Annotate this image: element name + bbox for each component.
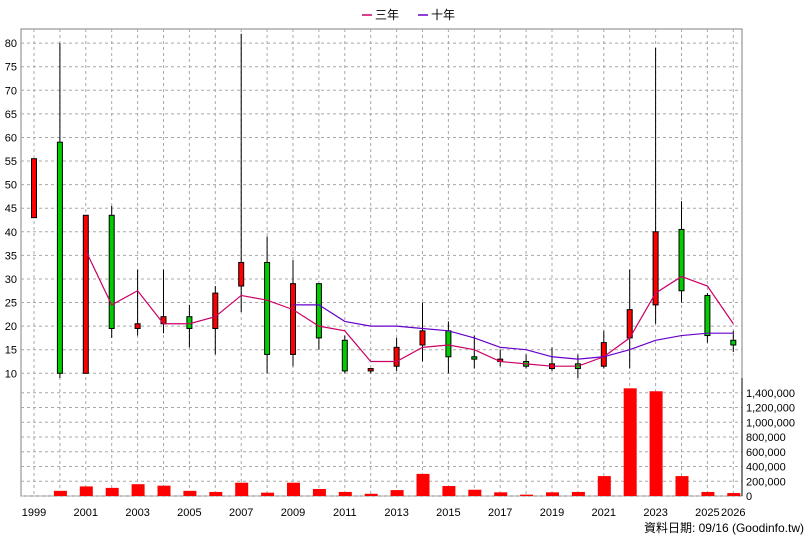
candle-body: [730, 339, 737, 346]
volume-bar: [338, 491, 352, 496]
candle-body: [315, 283, 322, 339]
legend-label: 十年: [431, 8, 455, 22]
volume-bar: [131, 484, 145, 496]
x-tick-label: 2009: [281, 507, 305, 519]
x-tick-label: 2011: [333, 507, 357, 519]
chart-canvas: 1015202530354045505560657075800200,00040…: [5, 8, 795, 519]
volume-bar: [571, 491, 585, 496]
candle-body: [445, 330, 452, 358]
candle-body: [393, 346, 400, 367]
x-tick-label: 2019: [540, 507, 564, 519]
x-tick-label: 2017: [488, 507, 512, 519]
volume-bar: [494, 492, 508, 496]
x-tick-label: 2007: [229, 507, 253, 519]
volume-bar: [597, 476, 611, 496]
candle-body: [186, 316, 193, 329]
price-tick-label: 65: [5, 109, 17, 121]
candle-body: [419, 330, 426, 346]
price-tick-label: 75: [5, 62, 17, 74]
x-tick-label: 2005: [177, 507, 201, 519]
candle-body: [56, 141, 63, 374]
volume-bar: [623, 388, 637, 496]
volume-bar: [261, 492, 275, 496]
legend-label: 三年: [375, 8, 399, 22]
volume-bar: [287, 482, 300, 496]
volume-bar: [416, 473, 430, 496]
volume-bar: [183, 490, 197, 496]
volume-bar: [390, 490, 404, 496]
candle-body: [238, 261, 245, 287]
volume-bar: [235, 482, 249, 496]
candle-body: [134, 323, 141, 329]
x-tick-label: 2003: [125, 507, 149, 519]
volume-bar: [364, 493, 378, 496]
candle-body: [212, 292, 219, 329]
x-tick-label: 2026: [721, 507, 745, 519]
volume-bar: [312, 488, 326, 496]
candle-body: [31, 158, 37, 219]
candle-body: [108, 214, 115, 329]
volume-bar: [79, 486, 93, 496]
volume-bar: [701, 491, 715, 496]
volume-tick-label: 1,200,000: [746, 403, 795, 415]
volume-bar: [675, 476, 689, 496]
price-tick-label: 20: [5, 321, 17, 333]
candle-body: [160, 316, 167, 325]
volume-bar: [727, 493, 741, 496]
candle-body: [600, 342, 607, 367]
chart-footnote: 資料日期: 09/16 (Goodinfo.tw): [643, 521, 804, 535]
candle-body: [367, 368, 374, 372]
plot-frame: [20, 28, 743, 497]
candle-body: [471, 356, 478, 360]
x-tick-label: 2001: [74, 507, 98, 519]
volume-bar: [53, 490, 67, 496]
price-tick-label: 60: [5, 132, 17, 144]
candle-body: [341, 339, 348, 372]
candle-body: [678, 228, 685, 292]
volume-tick-label: 0: [746, 491, 752, 503]
price-tick-label: 45: [5, 203, 17, 215]
x-tick-label: 2025: [695, 507, 719, 519]
price-tick-label: 55: [5, 156, 17, 168]
x-tick-label: 1999: [22, 507, 46, 519]
price-tick-label: 70: [5, 85, 17, 97]
price-tick-label: 15: [5, 345, 17, 357]
x-tick-label: 2021: [592, 507, 616, 519]
price-tick-label: 30: [5, 274, 17, 286]
price-tick-label: 25: [5, 298, 17, 310]
candle-body: [290, 283, 296, 355]
x-tick-label: 2023: [643, 507, 667, 519]
price-tick-label: 80: [5, 38, 17, 50]
volume-bar: [442, 486, 456, 496]
volume-tick-label: 800,000: [746, 432, 786, 444]
price-tick-label: 50: [5, 180, 17, 192]
price-tick-label: 35: [5, 250, 17, 262]
volume-tick-label: 1,000,000: [746, 417, 795, 429]
series-line: [85, 250, 734, 367]
x-tick-label: 2015: [436, 507, 460, 519]
price-tick-label: 40: [5, 227, 17, 239]
volume-bar: [105, 487, 119, 496]
volume-tick-label: 1,400,000: [746, 388, 795, 400]
volume-bar: [209, 491, 223, 496]
candle-body: [652, 231, 659, 306]
volume-bar: [468, 489, 482, 496]
volume-bar: [649, 391, 663, 496]
volume-bar: [157, 485, 171, 496]
candle-body: [82, 214, 89, 374]
volume-tick-label: 400,000: [746, 462, 786, 474]
volume-tick-label: 600,000: [746, 447, 786, 459]
volume-tick-label: 200,000: [746, 476, 786, 488]
volume-bar: [546, 492, 559, 496]
price-tick-label: 10: [5, 368, 17, 380]
candle-body: [704, 294, 711, 337]
volume-bar: [520, 494, 534, 496]
series-line: [293, 304, 734, 360]
x-tick-label: 2013: [384, 507, 408, 519]
candle-body: [264, 261, 271, 355]
candle-body: [626, 309, 633, 339]
